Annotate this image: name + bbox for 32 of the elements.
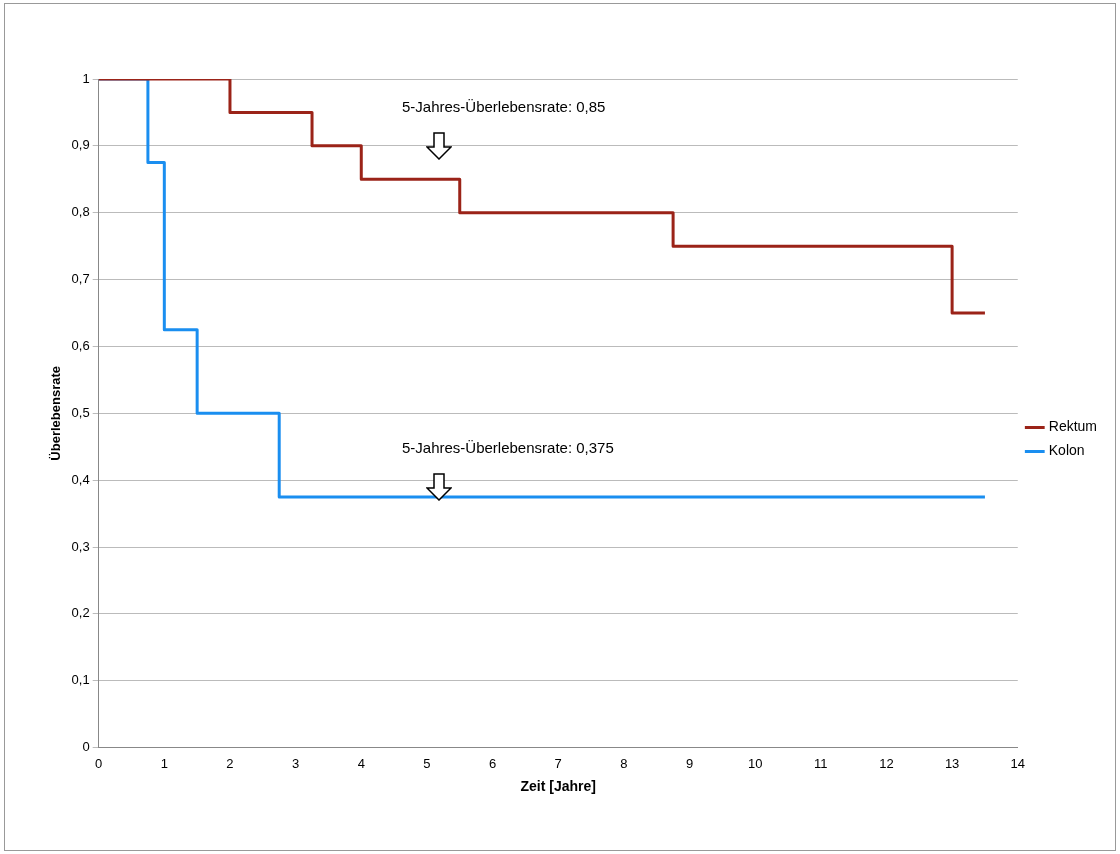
x-tick-label: 12 [879,755,894,771]
x-tick-label: 6 [488,755,497,771]
y-tick-label: 0,9 [71,137,90,153]
x-tick-label: 8 [620,755,628,771]
x-tick-label: 14 [1010,755,1025,771]
y-tick-label: 0,5 [71,404,90,420]
x-tick-label: 9 [685,755,694,771]
x-tick-label: 5 [423,755,431,771]
x-tick-label: 11 [814,755,828,771]
y-axis-title: Überlebensrate [48,365,64,461]
x-tick-label: 4 [357,755,365,771]
x-tick-label: 1 [160,755,168,771]
x-tick-label: 3 [292,755,300,771]
x-tick-label: 2 [226,755,234,771]
x-tick-label: 7 [554,755,562,771]
y-tick-label: 0,1 [71,672,90,688]
annotation: 5-Jahres-Überlebensrate: 0,85 [401,98,606,116]
annotation: 5-Jahres-Überlebensrate: 0,375 [401,439,614,457]
y-tick-label: 0,6 [71,338,90,354]
legend-label: Rektum [1048,418,1097,435]
x-tick-label: 13 [944,755,960,771]
legend-label: Kolon [1048,442,1085,459]
y-tick-label: 0,4 [71,471,90,487]
y-tick-label: 0 [82,739,90,755]
y-tick-label: 0,8 [71,204,90,220]
y-tick-label: 0,7 [71,271,90,287]
x-tick-label: 10 [747,755,763,771]
y-tick-label: 1 [82,70,90,86]
x-tick-label: 0 [95,755,103,771]
y-tick-label: 0,3 [71,538,90,554]
y-tick-label: 0,2 [71,605,90,621]
x-axis-title: Zeit [Jahre] [520,778,596,795]
